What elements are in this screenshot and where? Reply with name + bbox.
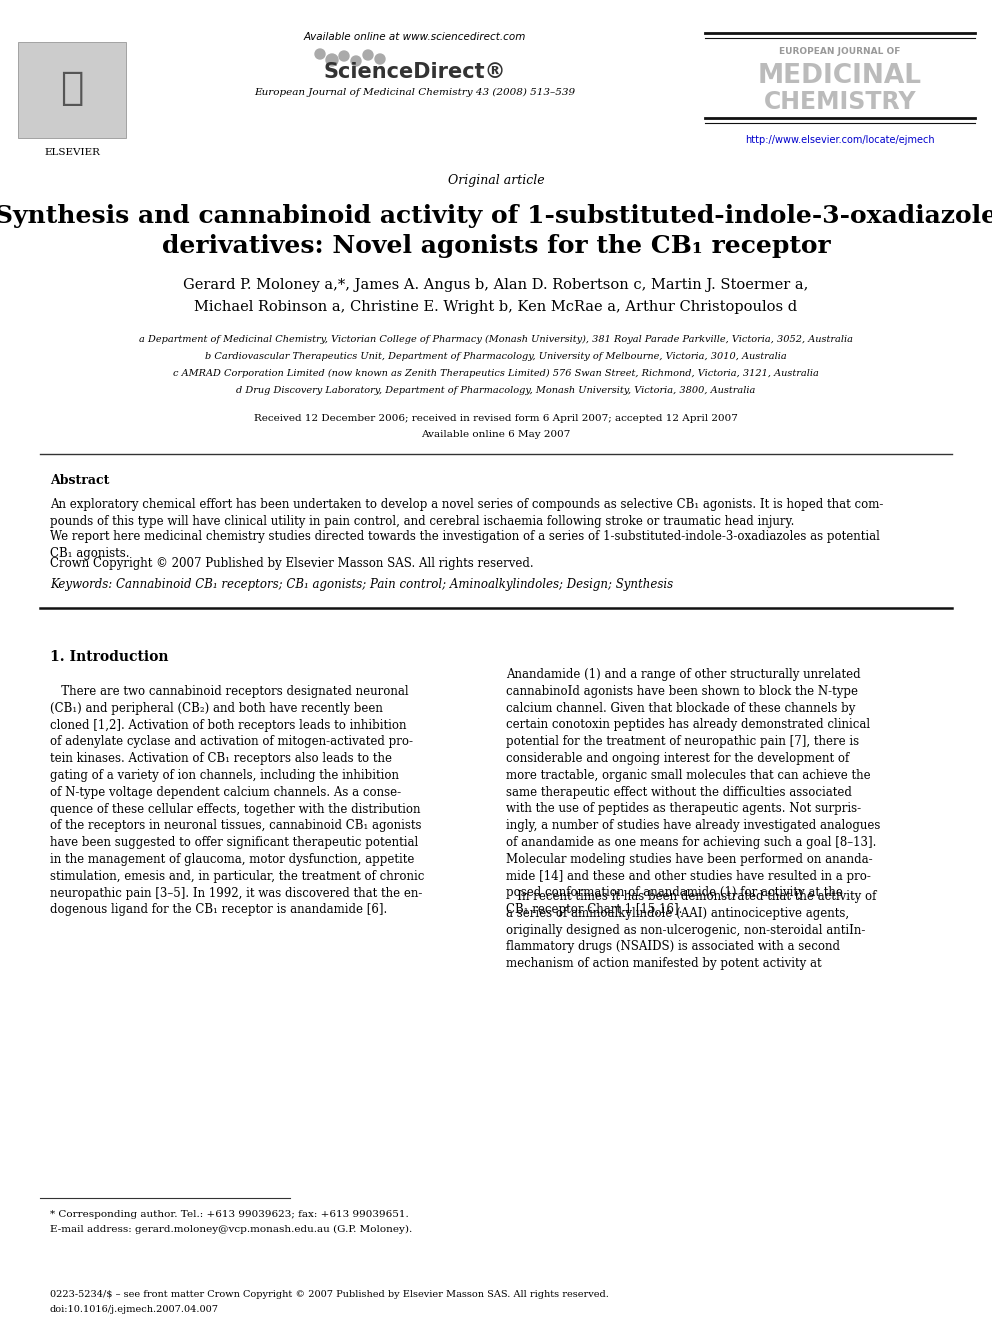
Text: Available online 6 May 2007: Available online 6 May 2007 [422,430,570,439]
Circle shape [315,49,325,60]
Text: a Department of Medicinal Chemistry, Victorian College of Pharmacy (Monash Unive: a Department of Medicinal Chemistry, Vic… [139,335,853,344]
Circle shape [339,52,349,61]
Text: There are two cannabinoid receptors designated neuronal
(CB₁) and peripheral (CB: There are two cannabinoid receptors desi… [50,685,425,917]
Text: ScienceDirect®: ScienceDirect® [323,62,506,82]
Circle shape [326,54,338,66]
Circle shape [363,50,373,60]
Text: Available online at www.sciencedirect.com: Available online at www.sciencedirect.co… [304,32,526,42]
Text: E-mail address: gerard.moloney@vcp.monash.edu.au (G.P. Moloney).: E-mail address: gerard.moloney@vcp.monas… [50,1225,413,1234]
Text: Abstract: Abstract [50,474,109,487]
Text: d Drug Discovery Laboratory, Department of Pharmacology, Monash University, Vict: d Drug Discovery Laboratory, Department … [236,386,756,396]
Text: Michael Robinson a, Christine E. Wright b, Ken McRae a, Arthur Christopoulos d: Michael Robinson a, Christine E. Wright … [194,300,798,314]
Text: b Cardiovascular Therapeutics Unit, Department of Pharmacology, University of Me: b Cardiovascular Therapeutics Unit, Depa… [205,352,787,361]
Text: doi:10.1016/j.ejmech.2007.04.007: doi:10.1016/j.ejmech.2007.04.007 [50,1304,219,1314]
Text: Keywords: Cannabinoid CB₁ receptors; CB₁ agonists; Pain control; Aminoalkylindol: Keywords: Cannabinoid CB₁ receptors; CB₁… [50,578,674,591]
Text: CHEMISTRY: CHEMISTRY [764,90,917,114]
Text: Original article: Original article [447,175,545,187]
Text: 0223-5234/$ – see front matter Crown Copyright © 2007 Published by Elsevier Mass: 0223-5234/$ – see front matter Crown Cop… [50,1290,609,1299]
Text: Synthesis and cannabinoid activity of 1-substituted-indole-3-oxadiazole: Synthesis and cannabinoid activity of 1-… [0,204,992,228]
Text: * Corresponding author. Tel.: +613 99039623; fax: +613 99039651.: * Corresponding author. Tel.: +613 99039… [50,1211,409,1218]
Text: Received 12 December 2006; received in revised form 6 April 2007; accepted 12 Ap: Received 12 December 2006; received in r… [254,414,738,423]
Text: European Journal of Medicinal Chemistry 43 (2008) 513–539: European Journal of Medicinal Chemistry … [254,89,575,97]
Text: 1. Introduction: 1. Introduction [50,650,169,664]
FancyBboxPatch shape [18,42,126,138]
Text: Anandamide (1) and a range of other structurally unrelated
cannabinoId agonists : Anandamide (1) and a range of other stru… [506,668,880,917]
Text: In recent times it has been demonstrated that the activity of
a series of aminoa: In recent times it has been demonstrated… [506,890,876,970]
Text: Crown Copyright © 2007 Published by Elsevier Masson SAS. All rights reserved.: Crown Copyright © 2007 Published by Else… [50,557,534,570]
Text: derivatives: Novel agonists for the CB₁ receptor: derivatives: Novel agonists for the CB₁ … [162,234,830,258]
Circle shape [351,56,361,66]
Text: Gerard P. Moloney a,*, James A. Angus b, Alan D. Robertson c, Martin J. Stoermer: Gerard P. Moloney a,*, James A. Angus b,… [184,278,808,292]
Text: ELSEVIER: ELSEVIER [44,148,100,157]
Text: 🌲: 🌲 [61,69,83,107]
Text: c AMRAD Corporation Limited (now known as Zenith Therapeutics Limited) 576 Swan : c AMRAD Corporation Limited (now known a… [173,369,819,378]
Circle shape [375,54,385,64]
Text: http://www.elsevier.com/locate/ejmech: http://www.elsevier.com/locate/ejmech [745,135,934,146]
Text: EUROPEAN JOURNAL OF: EUROPEAN JOURNAL OF [780,48,901,56]
Text: We report here medicinal chemistry studies directed towards the investigation of: We report here medicinal chemistry studi… [50,531,880,560]
Text: An exploratory chemical effort has been undertaken to develop a novel series of : An exploratory chemical effort has been … [50,497,883,528]
Text: MEDICINAL: MEDICINAL [758,64,922,89]
